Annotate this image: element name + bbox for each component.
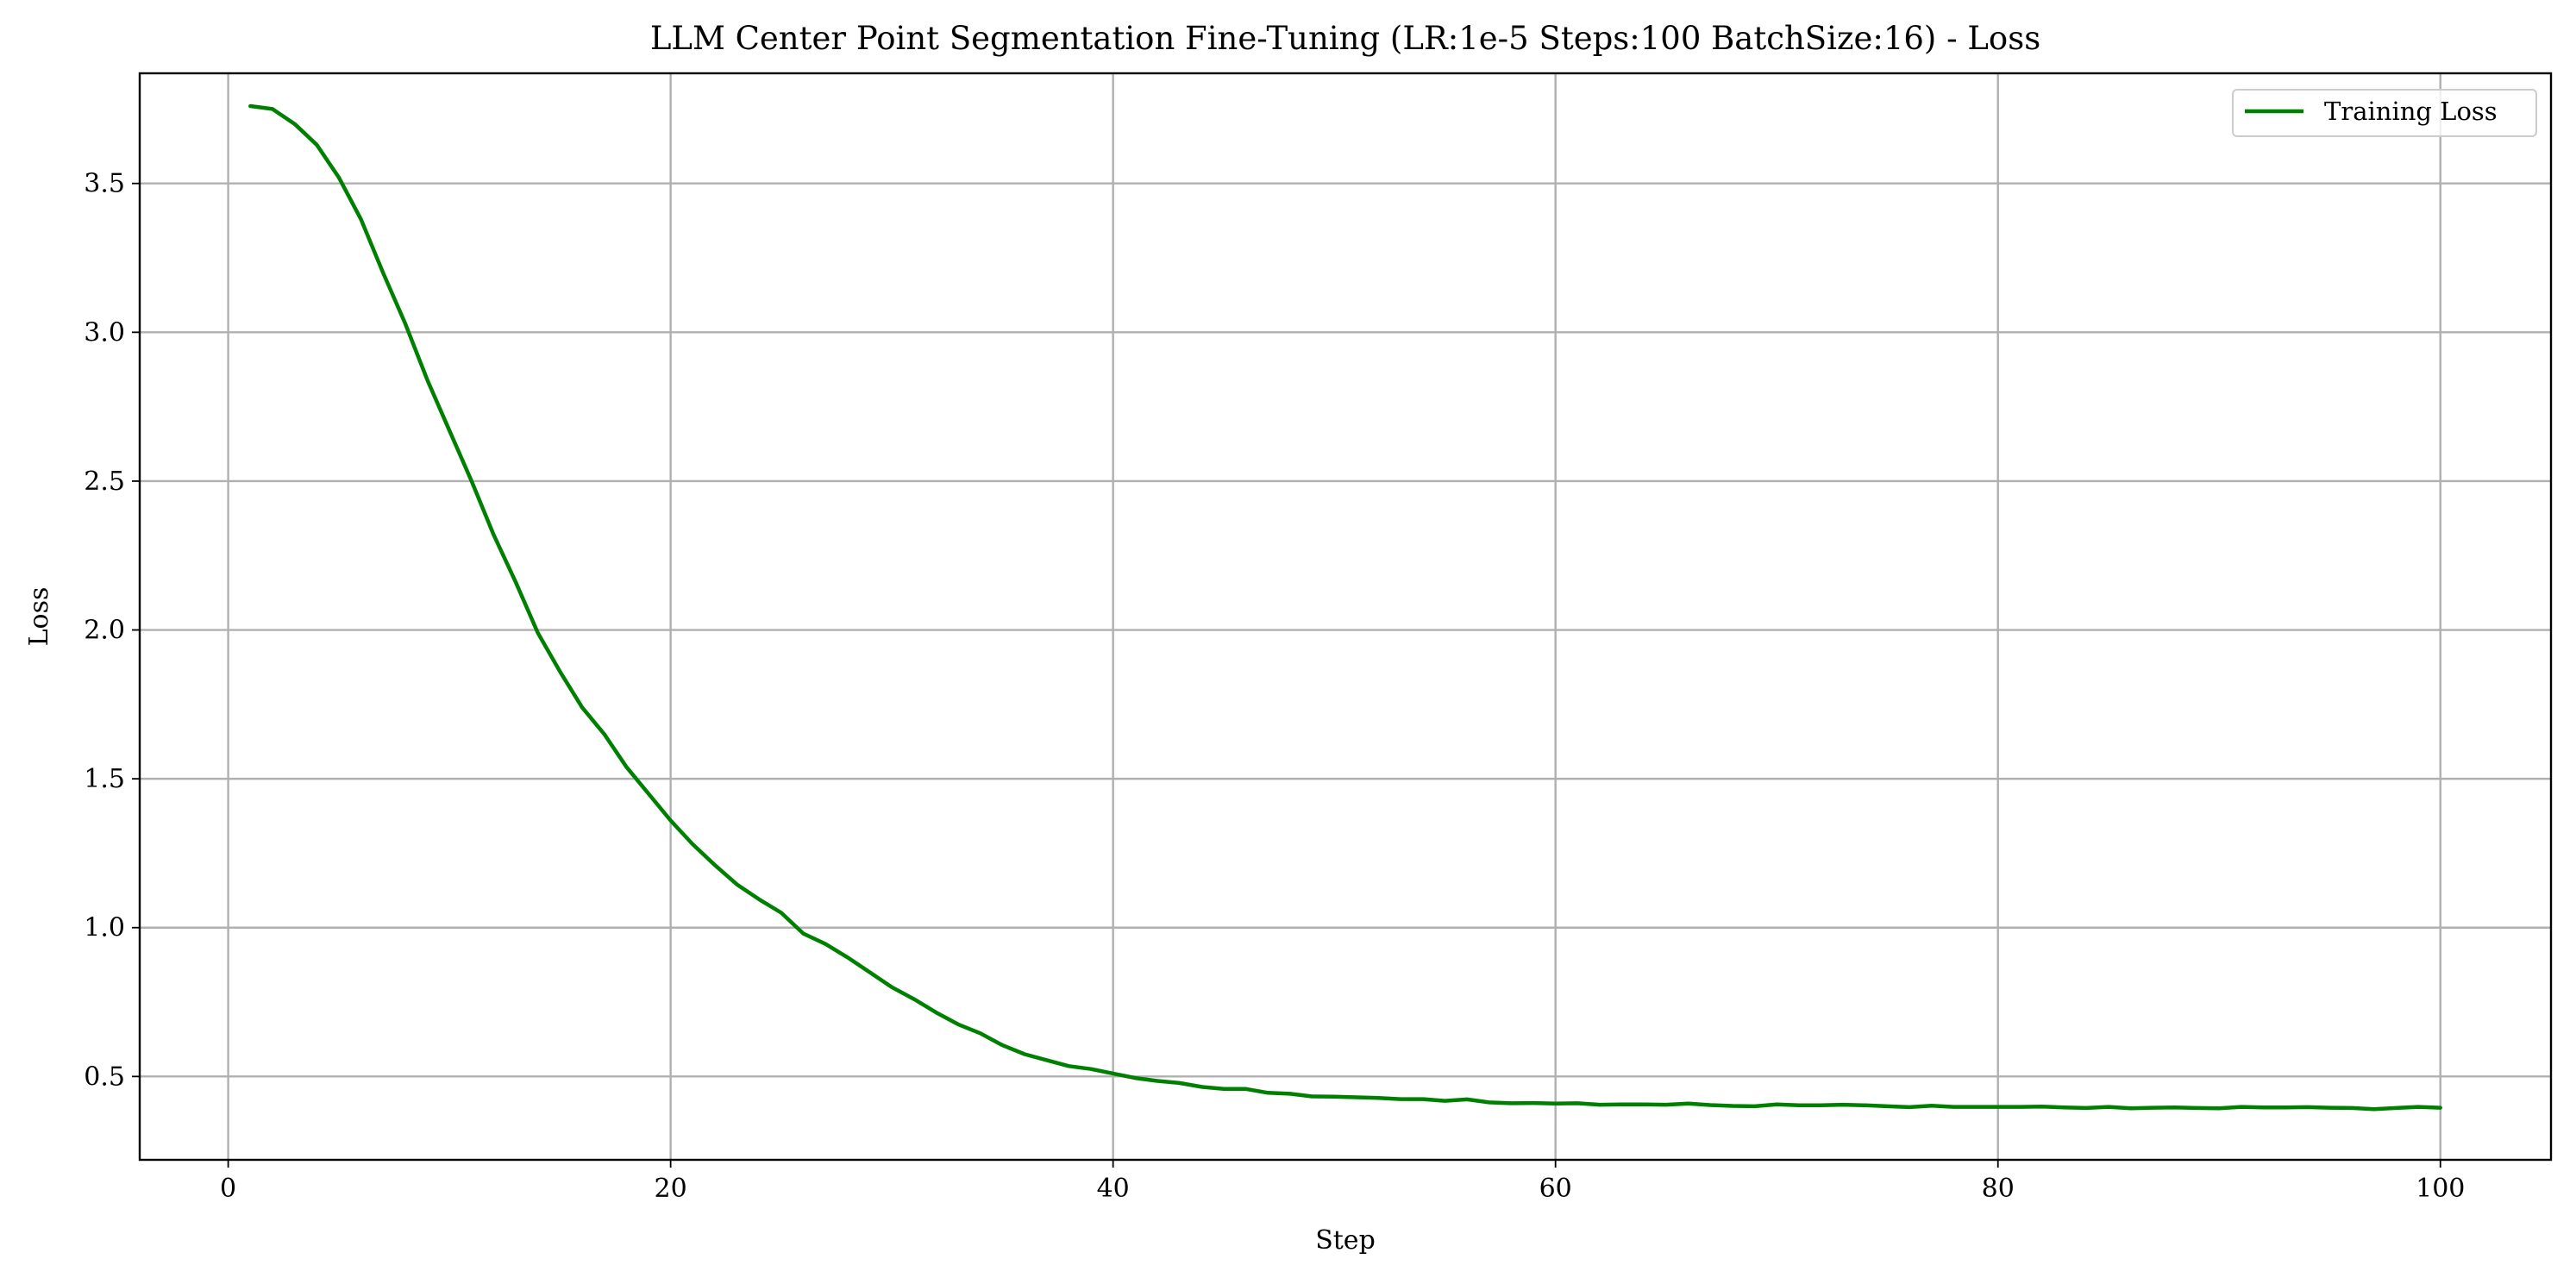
series-line-training-loss [248,103,2442,1112]
y-tick-label: 3.5 [84,169,125,199]
grid [140,73,2551,1160]
y-tick-label: 2.5 [84,467,125,497]
series-layer [248,103,2442,1112]
y-tick-label: 3.0 [84,317,125,348]
y-tick-label: 2.0 [84,616,125,646]
legend-box [2232,89,2537,137]
y-tick-label: 1.5 [84,764,125,794]
x-tick-label: 0 [220,1174,236,1204]
y-axis-label: Loss [24,587,54,647]
x-axis-ticks: 0 20 40 60 80 100 [220,1160,2465,1204]
legend-label-training-loss: Training Loss [2324,97,2498,126]
y-tick-label: 0.5 [84,1062,125,1092]
legend: Training Loss [2232,89,2537,137]
x-tick-label: 20 [655,1174,687,1204]
plot-frame [138,72,2553,1162]
x-axis-label: Step [1315,1225,1376,1256]
chart-title: LLM Center Point Segmentation Fine-Tunin… [650,20,2040,57]
x-tick-label: 60 [1539,1174,1572,1204]
x-tick-label: 40 [1097,1174,1130,1204]
y-axis-ticks: 0.5 1.0 1.5 2.0 2.5 3.0 3.5 [84,169,140,1092]
y-tick-label: 1.0 [84,913,125,943]
x-tick-label: 80 [1982,1174,2015,1204]
x-tick-label: 100 [2416,1174,2465,1204]
